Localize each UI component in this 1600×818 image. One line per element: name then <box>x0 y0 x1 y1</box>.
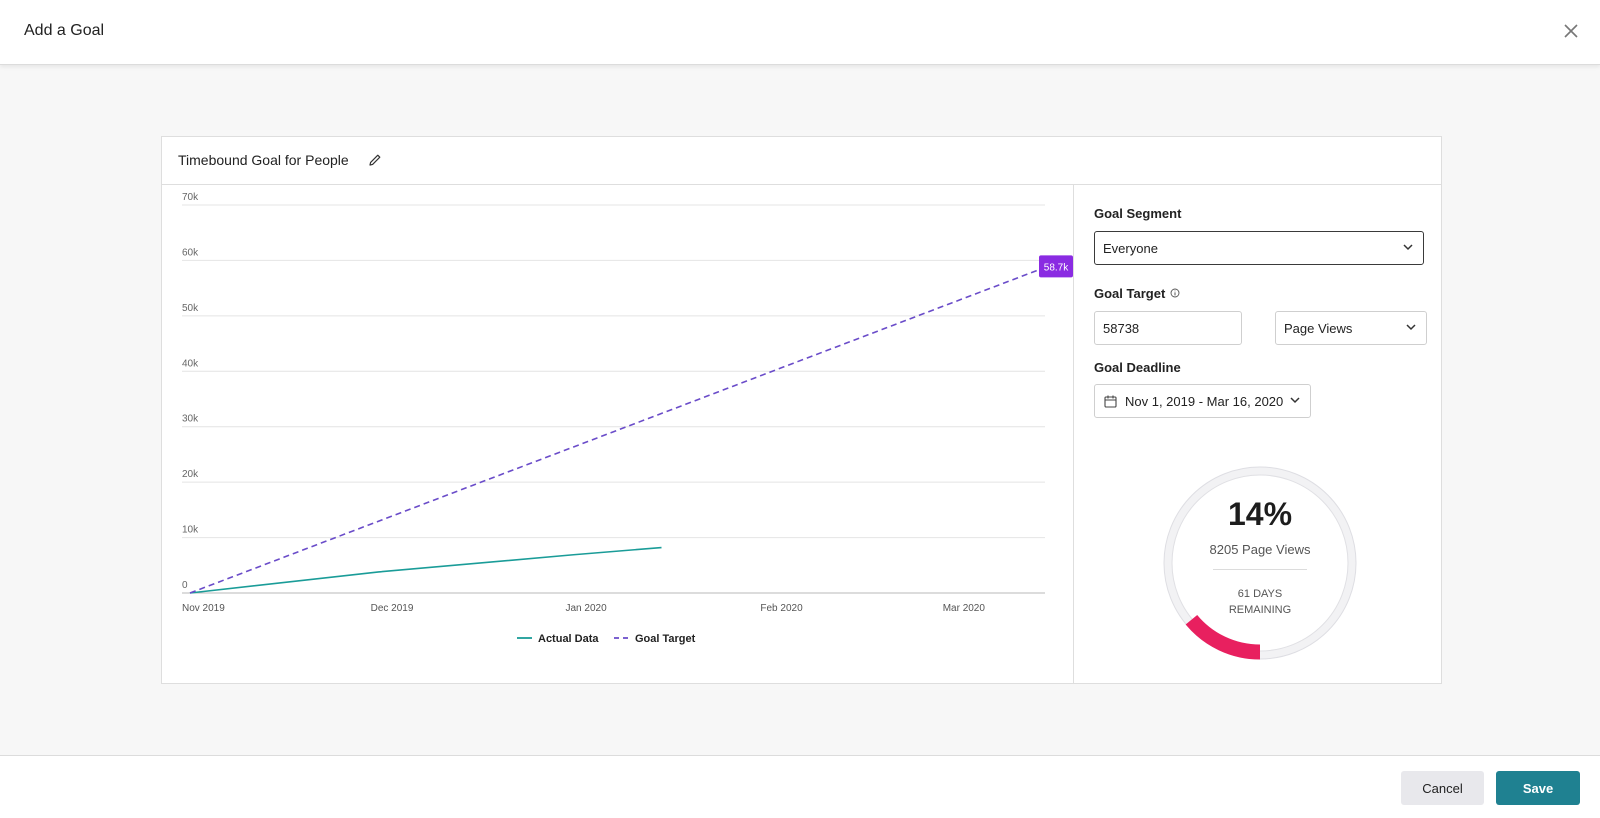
goal-title: Timebound Goal for People <box>178 152 349 168</box>
goal-unit-value: Page Views <box>1284 320 1353 336</box>
legend-actual-label: Actual Data <box>538 633 599 645</box>
y-tick-label: 0 <box>182 580 188 591</box>
card-header: Timebound Goal for People <box>162 137 1441 185</box>
progress-count: 8205 Page Views <box>1209 542 1311 557</box>
modal-title: Add a Goal <box>24 22 105 39</box>
modal-footer: Cancel Save <box>0 755 1600 818</box>
y-tick-label: 70k <box>182 192 199 203</box>
goal-target-input[interactable] <box>1094 311 1242 345</box>
days-remaining: 61 DAYS REMAINING <box>1228 588 1292 616</box>
chevron-down-icon <box>1290 397 1300 404</box>
x-tick-label: Mar 2020 <box>943 603 986 614</box>
goal-target-line <box>189 266 1046 594</box>
y-tick-label: 50k <box>182 303 199 314</box>
goal-segment-value: Everyone <box>1103 240 1158 256</box>
y-tick-label: 30k <box>182 414 199 425</box>
goal-segment-select[interactable]: Everyone <box>1094 231 1424 265</box>
target-badge-label: 58.7k <box>1044 262 1069 273</box>
goal-deadline-picker[interactable]: Nov 1, 2019 - Mar 16, 2020 <box>1094 384 1311 418</box>
goal-deadline-value: Nov 1, 2019 - Mar 16, 2020 <box>1125 393 1284 409</box>
y-tick-label: 40k <box>182 358 199 369</box>
progress-gauge: 14% 8205 Page Views 61 DAYS REMAINING <box>1155 458 1365 668</box>
chevron-down-icon <box>1403 244 1413 251</box>
progress-percent: 14% <box>1227 496 1293 532</box>
y-tick-label: 20k <box>182 469 199 480</box>
goal-deadline-label: Goal Deadline <box>1094 360 1181 375</box>
x-tick-label: Feb 2020 <box>760 603 803 614</box>
actual-data-line <box>189 546 662 594</box>
cancel-button[interactable]: Cancel <box>1401 771 1484 805</box>
close-button[interactable] <box>1558 18 1584 44</box>
y-tick-label: 10k <box>182 525 199 536</box>
progress-arc <box>1185 614 1261 660</box>
chevron-down-icon <box>1406 324 1416 331</box>
close-icon <box>1564 24 1578 38</box>
goal-chart: 0 10k 20k 30k 40k 50k 60k 70k Nov 2019 Dec 2019 Ja… <box>162 185 1074 683</box>
goal-settings-panel: Goal Segment Everyone Goal Target Page V… <box>1074 185 1441 683</box>
info-icon[interactable] <box>1170 288 1180 298</box>
gauge-divider <box>1213 569 1307 570</box>
y-tick-label: 60k <box>182 247 199 258</box>
legend-goal-label: Goal Target <box>635 633 696 645</box>
calendar-icon <box>1104 395 1117 408</box>
target-badge <box>1039 255 1073 278</box>
goal-unit-select[interactable]: Page Views <box>1275 311 1427 345</box>
pencil-icon[interactable] <box>368 153 382 167</box>
x-tick-label: Dec 2019 <box>371 603 414 614</box>
x-tick-label: Nov 2019 <box>182 603 225 614</box>
x-tick-label: Jan 2020 <box>565 603 607 614</box>
progress-ring <box>1163 466 1357 660</box>
goal-card: Timebound Goal for People 0 10k 20k 30k 40k 5… <box>161 136 1442 684</box>
goal-segment-label: Goal Segment <box>1094 206 1182 221</box>
goal-target-label: Goal Target <box>1094 286 1166 301</box>
modal-header: Add a Goal <box>0 0 1600 65</box>
goal-chart-svg: 0 10k 20k 30k 40k 50k 60k 70k Nov 2019 Dec 2019 Ja… <box>182 192 1073 645</box>
save-button[interactable]: Save <box>1496 771 1580 805</box>
